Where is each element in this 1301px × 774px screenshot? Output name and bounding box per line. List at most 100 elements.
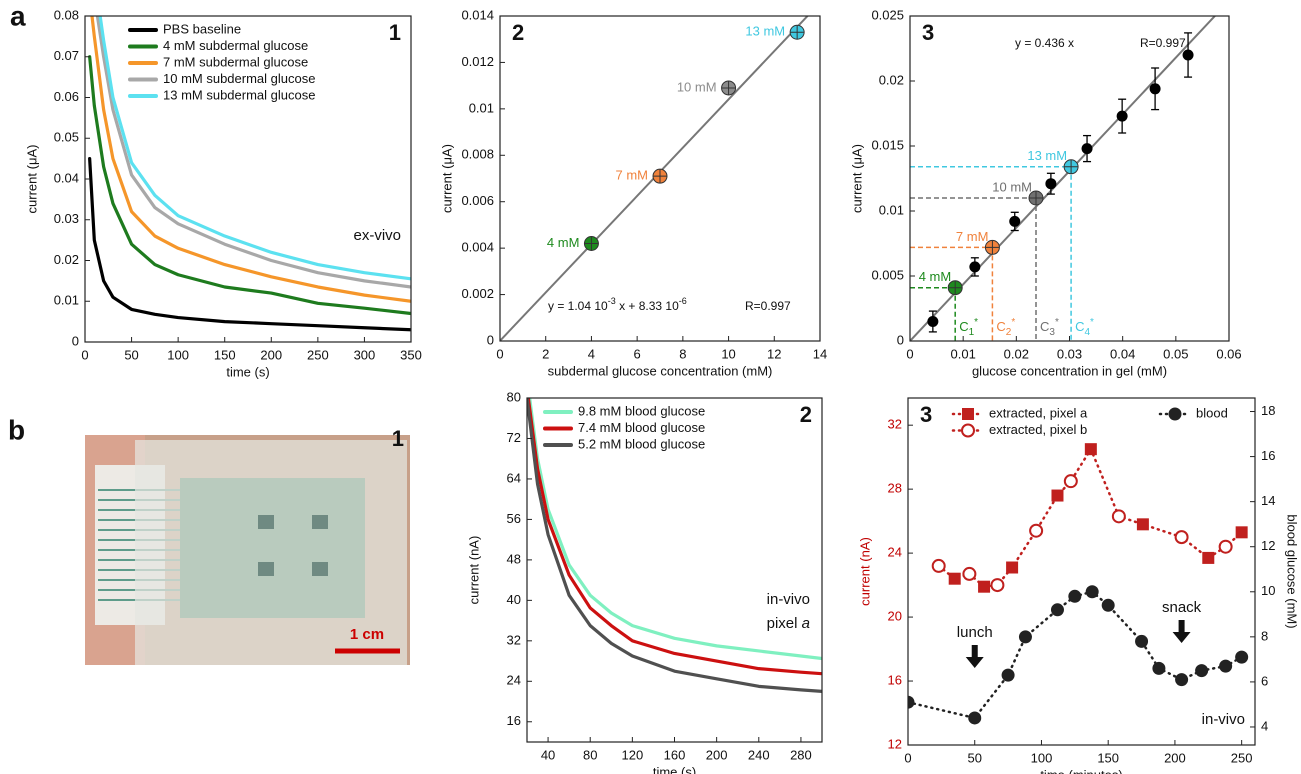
x-tick-label: 120 (622, 747, 644, 762)
x-tick-label: 0.05 (1163, 346, 1188, 361)
series-line (527, 398, 822, 694)
x-tick-label: 50 (967, 750, 981, 765)
scale-label: 1 cm (350, 626, 384, 643)
series-line (90, 16, 411, 303)
y2-tick-label: 4 (1261, 718, 1268, 733)
y-tick-label: 72 (507, 430, 521, 445)
point-label: 4 mM (547, 235, 580, 250)
legend-label: 13 mM subdermal glucose (163, 87, 315, 102)
y-tick-label: 0.07 (54, 48, 79, 63)
legend-label: extracted, pixel b (989, 422, 1087, 437)
legend-entry: 7.4 mM blood glucose (543, 420, 705, 435)
panel-number: 3 (920, 402, 932, 427)
point-label: 10 mM (677, 79, 717, 94)
data-point (962, 566, 977, 581)
annotation-word: pixel (767, 615, 798, 632)
c-sub: 2 (1006, 327, 1012, 338)
data-point (978, 580, 991, 593)
data-point (948, 572, 961, 585)
data-point (1218, 539, 1233, 554)
legend-label: 10 mM subdermal glucose (163, 71, 315, 86)
y-tick-label: 0.025 (871, 7, 904, 22)
plot-frame (907, 397, 1256, 746)
data-point (1175, 673, 1189, 687)
equation-part: y = 1.04 10 (548, 299, 608, 313)
point-label: 13 mM (745, 24, 785, 39)
data-point (1101, 598, 1115, 612)
y-tick-label: 64 (507, 470, 521, 485)
x-tick-label: 0.04 (1110, 346, 1135, 361)
point-label: 7 mM (956, 229, 989, 244)
x-tick-label: 250 (1231, 750, 1253, 765)
crosshair (948, 280, 963, 295)
legend-label: 4 mM subdermal glucose (163, 38, 308, 53)
data-point (1219, 659, 1233, 673)
y-tick-label: 16 (507, 713, 521, 728)
x-tick-label: 80 (583, 747, 597, 762)
y2-tick-label: 10 (1261, 583, 1275, 598)
pixels (258, 515, 328, 576)
y-tick-label: 0.02 (879, 72, 904, 87)
plot-area (500, 16, 809, 341)
annotation: ex-vivo (353, 227, 401, 244)
photo: 1 cm 1 (85, 426, 410, 665)
y2-tick-label: 14 (1261, 493, 1275, 508)
event-label: lunch (957, 624, 993, 641)
data-point (1045, 178, 1057, 190)
x-tick-label: 2 (542, 346, 549, 361)
c-sub: 1 (969, 327, 975, 338)
data-point (1152, 661, 1166, 675)
x-tick-label: 0 (904, 750, 911, 765)
x-tick-label: 160 (664, 747, 686, 762)
y-tick-label: 0.01 (879, 202, 904, 217)
plot-area (88, 16, 411, 332)
y-tick-label: 32 (888, 417, 902, 432)
series-line (88, 157, 411, 332)
data-point (1029, 523, 1044, 538)
y-axis-label: current (μA) (849, 144, 864, 213)
legend-entry: blood (1158, 405, 1228, 421)
x-tick-label: 0 (496, 346, 503, 361)
data-point (1051, 489, 1064, 502)
c-sup: * (974, 317, 978, 328)
legend-marker (961, 423, 975, 438)
y-tick-label: 56 (507, 511, 521, 526)
c-base: C (996, 319, 1005, 334)
legend-entry: 4 mM subdermal glucose (128, 38, 308, 53)
equation-part: y = 0.436 x (1015, 36, 1074, 50)
x-tick-label: 150 (1097, 750, 1119, 765)
crosshair (721, 80, 736, 95)
fit-equation: y = 0.436 x (1015, 36, 1074, 50)
x-axis-label: time (s) (226, 364, 269, 379)
y-tick-label: 24 (507, 673, 521, 688)
legend-entry: PBS baseline (128, 21, 241, 36)
series-line (95, 16, 411, 289)
data-point (931, 558, 946, 573)
point-label: 7 mM (616, 168, 649, 183)
y-tick-label: 16 (888, 672, 902, 687)
series-line (528, 398, 822, 661)
data-point (1050, 603, 1064, 617)
plot-area (910, 16, 1217, 341)
y-tick-label: 0.01 (54, 293, 79, 308)
data-point (1009, 215, 1021, 227)
c-base: C (1075, 319, 1084, 334)
panel-number: 1 (389, 20, 401, 45)
y-tick-label: 0.005 (871, 267, 904, 282)
y-tick-label: 0 (72, 333, 79, 348)
x-tick-label: 0 (81, 347, 88, 362)
annotation: in-vivo (1202, 711, 1245, 728)
legend-entry: extracted, pixel a (951, 405, 1088, 420)
chart: 0 50 100 150 200 250 12 16 20 24 28 32 4 6 8 10 12 14 16 18… (857, 397, 1300, 774)
y-tick-label: 0.014 (461, 7, 494, 22)
series-line (527, 398, 822, 676)
x-tick-label: 100 (167, 347, 189, 362)
data-point (1235, 526, 1248, 539)
data-point (1063, 474, 1078, 489)
data-point (1018, 630, 1032, 644)
c-sup: * (1090, 317, 1094, 328)
chart: 0 2 4 6 8 10 12 14 0 0.002 0.004 0.006 0.008 0.01 0.01… (439, 7, 827, 378)
legend-entry: 5.2 mM blood glucose (543, 436, 705, 451)
crosshair (653, 169, 667, 184)
data-point (1135, 634, 1149, 648)
